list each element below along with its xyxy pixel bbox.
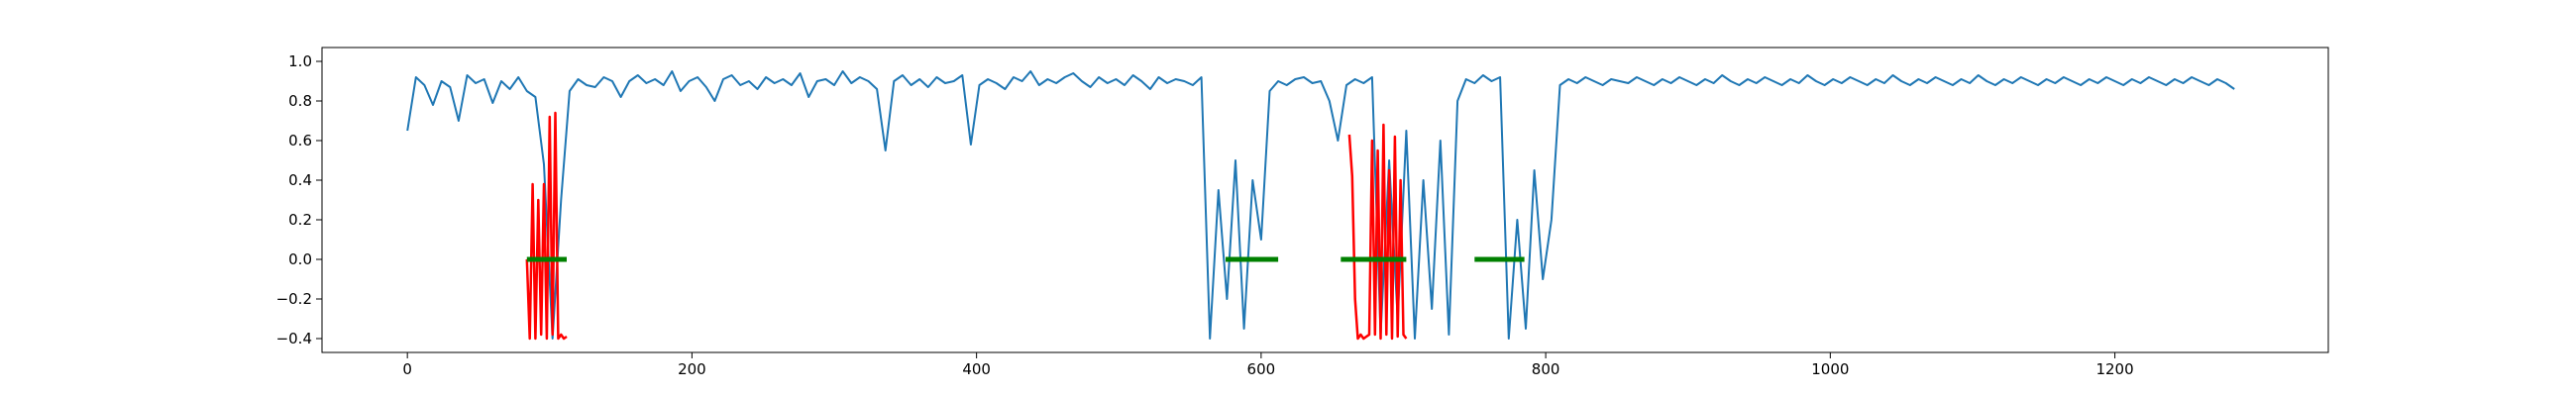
y-tick-label: 0.4 — [288, 171, 312, 189]
y-tick-label: −0.2 — [276, 290, 312, 308]
x-tick-label: 0 — [402, 360, 412, 378]
series-1-segment-0 — [525, 111, 568, 341]
y-tick-label: 0.2 — [288, 211, 312, 229]
x-tick-label: 1000 — [1811, 360, 1849, 378]
x-tick-label: 800 — [1532, 360, 1560, 378]
y-tick-label: 0.8 — [288, 92, 312, 110]
x-tick-label: 1200 — [2095, 360, 2133, 378]
y-tick-label: 0.0 — [288, 250, 312, 268]
x-tick-label: 400 — [962, 360, 991, 378]
y-tick-label: 0.6 — [288, 132, 312, 149]
plot-lines — [406, 70, 2235, 341]
x-tick-label: 600 — [1247, 360, 1276, 378]
x-tick-label: 200 — [678, 360, 706, 378]
x-axis: 0 200 400 600 800 1000 1200 — [402, 352, 2134, 378]
y-tick-label: 1.0 — [288, 52, 312, 70]
y-tick-label: −0.4 — [276, 330, 312, 347]
series-1-segment-1 — [1347, 123, 1408, 341]
y-axis: −0.4 −0.2 0.0 0.2 0.4 0.6 0.8 1.0 — [276, 52, 322, 347]
series-line-0 — [406, 70, 2235, 340]
plot-area-frame — [321, 47, 2329, 353]
